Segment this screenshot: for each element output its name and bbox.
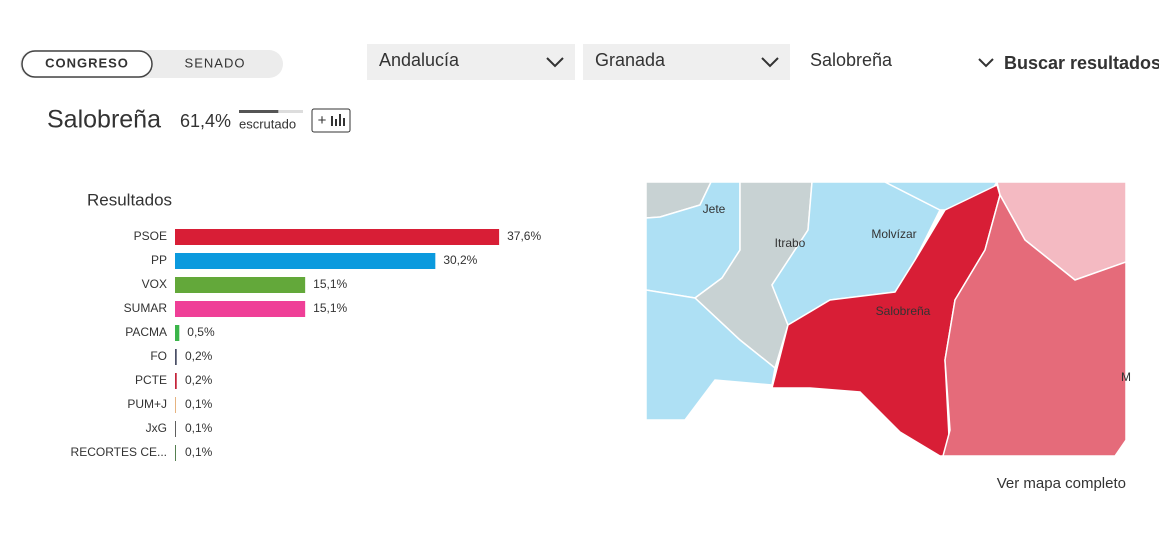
category-label: FO bbox=[150, 349, 167, 363]
bar bbox=[175, 301, 306, 317]
place-name: Salobreña bbox=[47, 106, 161, 134]
category-label: VOX bbox=[142, 277, 167, 291]
category-label: PCTE bbox=[135, 373, 167, 387]
category-label: PSOE bbox=[134, 229, 167, 243]
bar bbox=[175, 421, 176, 437]
chevron bbox=[761, 57, 779, 68]
value-label: 0,5% bbox=[187, 325, 215, 339]
select-value[interactable]: Granada bbox=[595, 50, 666, 70]
search-toggle[interactable]: Buscar resultados bbox=[1004, 53, 1159, 73]
progress-bar bbox=[239, 110, 279, 113]
results-title: Resultados bbox=[87, 190, 172, 209]
bar bbox=[175, 325, 180, 341]
tab-label[interactable]: CONGRESO bbox=[45, 55, 129, 70]
bar bbox=[175, 229, 500, 245]
map-label: M bbox=[1121, 370, 1131, 384]
map[interactable] bbox=[646, 182, 1126, 456]
category-label: PACMA bbox=[125, 325, 167, 339]
bar bbox=[175, 445, 176, 461]
value-label: 0,1% bbox=[185, 421, 213, 435]
value-label: 15,1% bbox=[313, 301, 347, 315]
select[interactable] bbox=[367, 44, 575, 80]
bar bbox=[175, 349, 177, 365]
category-label: PUM+J bbox=[127, 397, 167, 411]
chevron bbox=[978, 58, 994, 68]
value-label: 0,2% bbox=[185, 349, 213, 363]
value-label: 37,6% bbox=[507, 229, 541, 243]
bar bbox=[175, 373, 177, 389]
scrutinized-text: escrutado bbox=[239, 116, 296, 131]
map-label: Jete bbox=[703, 202, 726, 216]
map-label: Salobreña bbox=[876, 304, 931, 318]
map-label: Itrabo bbox=[775, 236, 806, 250]
value-label: 0,2% bbox=[185, 373, 213, 387]
value-label: 0,1% bbox=[185, 445, 213, 459]
map-label: Molvízar bbox=[871, 227, 916, 241]
value-label: 30,2% bbox=[443, 253, 477, 267]
select-value[interactable]: Andalucía bbox=[379, 50, 460, 70]
map-link[interactable]: Ver mapa completo bbox=[997, 475, 1126, 492]
tab-label[interactable]: SENADO bbox=[185, 55, 246, 70]
category-label: SUMAR bbox=[124, 301, 168, 315]
bar bbox=[175, 253, 436, 269]
select[interactable] bbox=[583, 44, 790, 80]
value-label: 15,1% bbox=[313, 277, 347, 291]
bar bbox=[175, 277, 306, 293]
category-label: JxG bbox=[146, 421, 167, 435]
chart-icon bbox=[331, 114, 345, 126]
tab-active[interactable] bbox=[21, 50, 153, 78]
map-region[interactable] bbox=[942, 193, 1126, 456]
scrutinized-value: 61,4% bbox=[180, 111, 231, 131]
button-label[interactable]: + bbox=[318, 112, 327, 129]
category-label: RECORTES CE... bbox=[71, 445, 167, 459]
category-label: PP bbox=[151, 253, 167, 267]
select-value[interactable]: Salobreña bbox=[810, 50, 893, 70]
chevron bbox=[546, 57, 564, 68]
value-label: 0,1% bbox=[185, 397, 213, 411]
bar bbox=[175, 397, 176, 413]
